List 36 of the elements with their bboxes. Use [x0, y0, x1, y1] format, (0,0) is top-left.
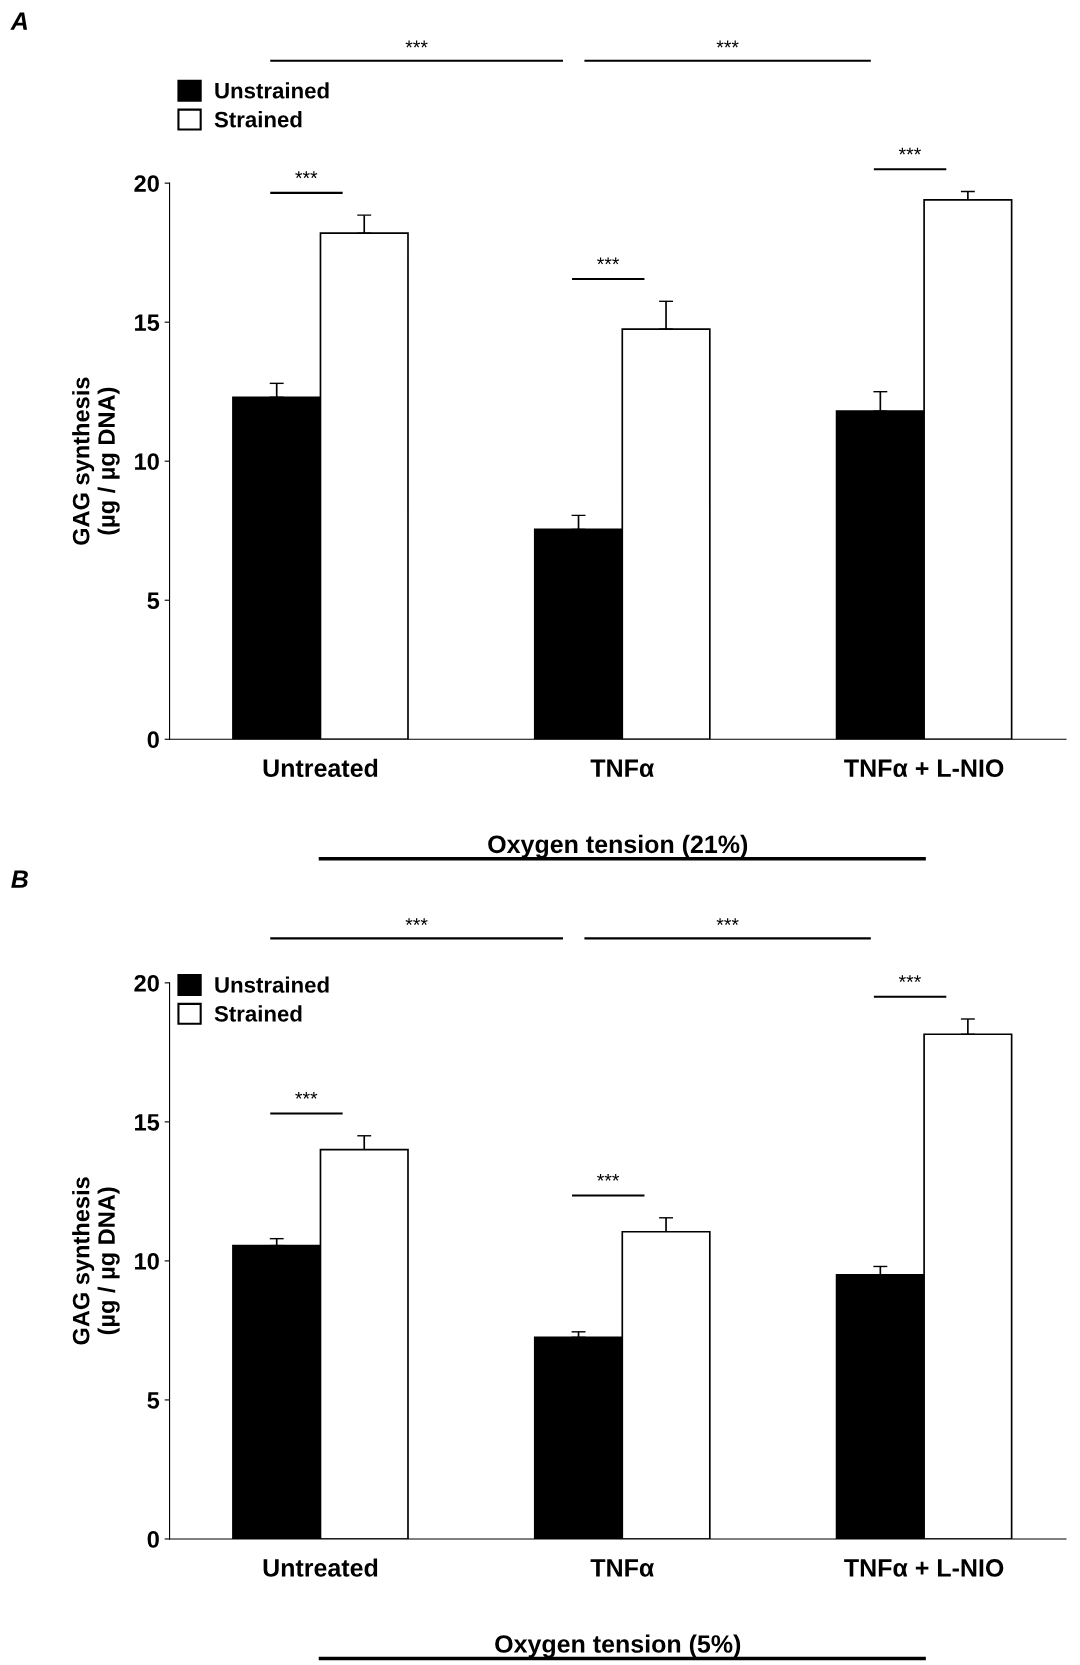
text: *** [716, 40, 739, 48]
x-tick-label: Untreated [263, 1558, 378, 1577]
x-axis-title: Oxygen tension (21%) [488, 834, 748, 859]
text: A [10, 12, 28, 30]
legend-label: Strained [214, 1005, 302, 1022]
y-tick-label: 10 [135, 1252, 159, 1270]
y-tick-label: 5 [147, 1392, 160, 1409]
text: *** [898, 975, 921, 982]
x-tick-label: Untreated [263, 758, 378, 778]
annotation: *** [597, 1173, 620, 1181]
text: *** [295, 171, 318, 179]
y-tick-label: 20 [134, 175, 159, 192]
y-tick-label: 0 [147, 1531, 159, 1548]
y-axis-title: GAG synthesis (µg / µg DNA) [72, 377, 120, 545]
annotation: *** [295, 1091, 318, 1099]
x-tick-label: TNFα + L-NIO [844, 759, 1004, 778]
x-tick-label: TNFα + L-NIO [844, 1559, 1004, 1577]
legend-label: Strained [214, 111, 302, 128]
y-tick-label: 10 [135, 453, 159, 470]
y-axis-title: GAG synthesis (µg / µg DNA) [72, 1177, 120, 1345]
text: *** [898, 147, 921, 155]
legend-label: Unstrained [215, 976, 329, 993]
annotation: *** [597, 257, 620, 265]
text: *** [405, 40, 428, 48]
x-tick-label: TNFα [590, 759, 655, 778]
x-axis-title: Oxygen tension (5%) [495, 1634, 741, 1658]
text: *** [716, 918, 739, 925]
y-tick-label: 15 [135, 314, 160, 331]
x-tick-label: TNFα [590, 1559, 655, 1577]
y-tick-label: 5 [147, 592, 160, 610]
y-tick-label: 15 [135, 1114, 160, 1131]
text: *** [405, 918, 428, 925]
text: B [11, 870, 28, 888]
legend-label: Unstrained [215, 82, 329, 99]
y-tick-label: 20 [134, 974, 159, 992]
y-tick-label: 0 [147, 731, 159, 749]
